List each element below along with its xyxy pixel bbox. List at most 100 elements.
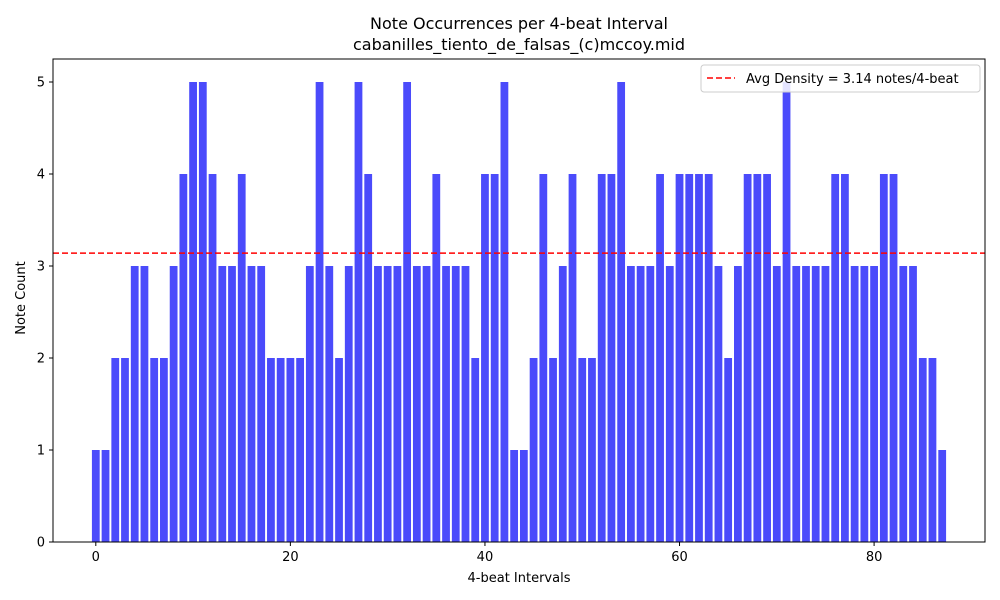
bar <box>617 82 626 542</box>
bar <box>909 266 917 542</box>
bar <box>267 358 275 542</box>
bar <box>344 266 353 542</box>
bar <box>685 174 694 542</box>
bar <box>695 174 703 542</box>
bar <box>714 266 723 542</box>
chart-subtitle: cabanilles_tiento_de_falsas_(c)mccoy.mid <box>353 35 685 55</box>
bar <box>879 174 888 542</box>
bar <box>442 266 450 542</box>
bar <box>247 266 256 542</box>
bar <box>831 174 840 542</box>
x-tick-label: 80 <box>866 550 883 565</box>
bar <box>364 174 373 542</box>
bar <box>218 266 227 542</box>
bar <box>130 266 139 542</box>
legend: Avg Density = 3.14 notes/4-beat <box>700 64 981 93</box>
bar <box>675 174 684 542</box>
bar <box>743 174 752 542</box>
bar <box>335 358 343 542</box>
bar <box>121 358 129 542</box>
bar <box>189 82 197 542</box>
bar <box>811 266 820 542</box>
bar <box>539 174 548 542</box>
bar <box>296 358 304 542</box>
bar <box>481 174 489 542</box>
bar <box>500 82 509 542</box>
bar <box>91 450 100 542</box>
bar <box>471 358 480 542</box>
bar <box>228 266 236 542</box>
bar <box>782 82 791 542</box>
x-tick-label: 60 <box>671 550 688 565</box>
bar <box>889 174 898 542</box>
bar <box>354 82 363 542</box>
bar <box>636 266 645 542</box>
chart-title: Note Occurrences per 4-beat Interval <box>370 14 668 33</box>
bar <box>111 358 120 542</box>
bar <box>597 174 606 542</box>
bar <box>237 174 246 542</box>
bar <box>588 358 596 542</box>
bar <box>578 358 587 542</box>
bar <box>860 266 869 542</box>
bar <box>753 174 762 542</box>
bar <box>315 82 324 542</box>
bar <box>140 266 149 542</box>
bar <box>422 266 431 542</box>
bar <box>393 266 402 542</box>
bar <box>665 266 674 542</box>
bar <box>821 266 830 542</box>
bar <box>802 266 810 542</box>
bar <box>490 174 499 542</box>
bar <box>286 358 295 542</box>
y-axis-label: Note Count <box>14 261 29 335</box>
bar <box>792 266 801 542</box>
bar <box>403 82 412 542</box>
legend-box <box>700 64 981 93</box>
bar <box>198 82 207 542</box>
y-tick-label: 2 <box>37 352 45 367</box>
bar <box>646 266 655 542</box>
bar <box>383 266 392 542</box>
bar <box>918 358 927 542</box>
bar <box>276 358 285 542</box>
bar <box>763 174 771 542</box>
bar <box>928 358 937 542</box>
y-tick-label: 0 <box>37 536 45 551</box>
bar <box>169 266 178 542</box>
bar <box>374 266 382 542</box>
bar <box>179 174 188 542</box>
bar <box>160 358 168 542</box>
y-tick-label: 1 <box>37 444 45 459</box>
bar <box>558 266 567 542</box>
bar <box>938 450 947 542</box>
bar <box>656 174 664 542</box>
y-axis-ticks: 0 1 2 3 4 5 <box>37 76 53 551</box>
x-axis-ticks: 0 20 40 60 80 <box>92 542 883 565</box>
bar <box>305 266 314 542</box>
bar <box>150 358 159 542</box>
x-tick-label: 20 <box>282 550 299 565</box>
bar <box>626 266 635 542</box>
bar <box>461 266 470 542</box>
x-axis-label: 4-beat Intervals <box>468 571 571 586</box>
bar <box>568 174 577 542</box>
bar <box>899 266 908 542</box>
y-tick-label: 3 <box>37 260 45 275</box>
x-tick-label: 40 <box>477 550 494 565</box>
bar <box>208 174 217 542</box>
bar <box>734 266 742 542</box>
bar <box>850 266 859 542</box>
bar <box>704 174 713 542</box>
x-tick-label: 0 <box>92 550 100 565</box>
bar <box>432 174 441 542</box>
bars-group <box>91 82 947 542</box>
bar <box>257 266 266 542</box>
bar <box>724 358 733 542</box>
y-tick-label: 5 <box>37 76 45 91</box>
bar <box>607 174 616 542</box>
bar <box>451 266 460 542</box>
bar <box>412 266 421 542</box>
bar <box>549 358 557 542</box>
